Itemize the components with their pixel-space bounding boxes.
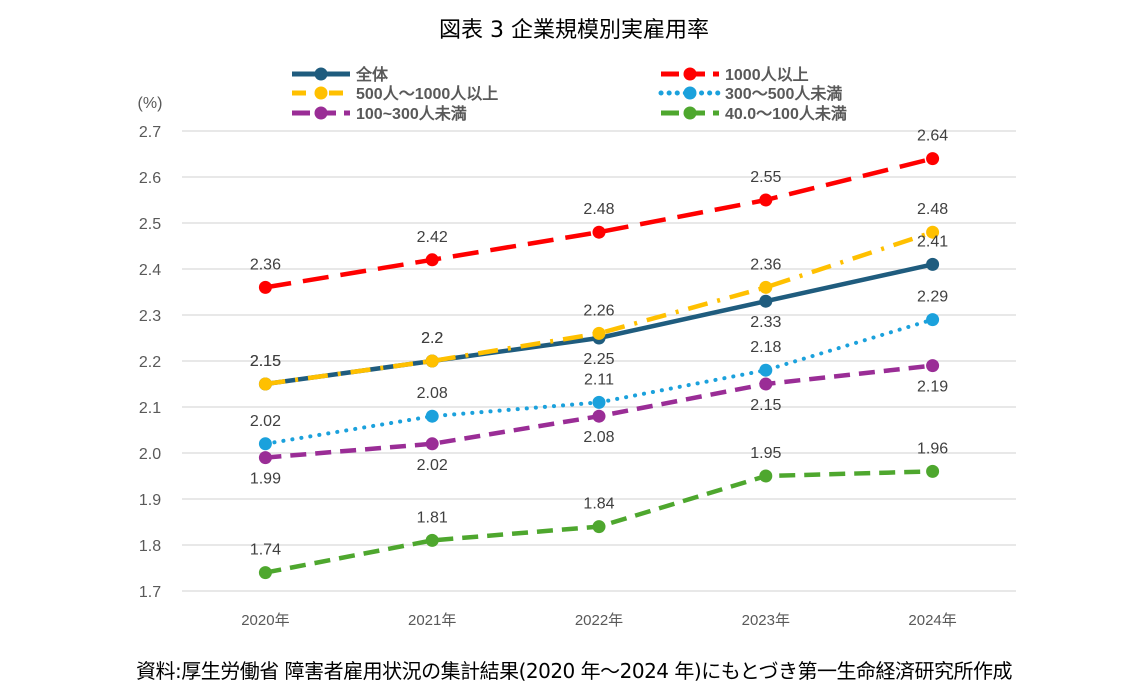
data-label: 2.48 — [583, 201, 614, 218]
data-label: 2.2 — [421, 330, 443, 347]
x-axis-ticks: 2020年 2021年 2022年 2023年 2024年 — [241, 612, 957, 629]
data-label: 2.15 — [250, 353, 281, 370]
data-label: 2.41 — [917, 233, 948, 250]
data-label: 2.29 — [917, 289, 948, 306]
data-point — [592, 395, 606, 409]
data-label: 2.11 — [584, 371, 614, 388]
legend-marker — [683, 86, 697, 100]
gridlines — [182, 130, 1016, 592]
data-label: 2.36 — [750, 256, 781, 273]
series-lines — [258, 152, 940, 580]
y-tick-label: 1.7 — [139, 584, 161, 601]
y-tick-label: 2.3 — [139, 308, 161, 325]
legend-marker — [314, 86, 328, 100]
legend-label: 100~300人未満 — [356, 104, 467, 123]
data-point — [258, 451, 272, 465]
data-point — [759, 377, 773, 391]
data-label: 1.74 — [250, 542, 281, 559]
data-point — [258, 377, 272, 391]
data-label: 2.48 — [917, 201, 948, 218]
legend-label: 500人～1000人以上 — [356, 85, 498, 103]
data-point — [592, 225, 606, 239]
y-tick-label: 2.2 — [139, 354, 161, 371]
legend-label: 300～500人未満 — [725, 84, 842, 103]
data-label: 2.18 — [750, 339, 781, 356]
series-line — [265, 230, 934, 387]
data-label: 2.42 — [417, 229, 448, 246]
x-tick-label: 2024年 — [908, 612, 956, 629]
y-tick-label: 2.5 — [139, 216, 161, 233]
data-point — [425, 533, 439, 547]
data-point — [926, 225, 940, 239]
x-tick-label: 2022年 — [575, 612, 623, 629]
data-label: 2.08 — [583, 429, 614, 446]
data-label: 2.25 — [583, 351, 614, 368]
data-point — [926, 359, 940, 373]
data-point — [759, 469, 773, 483]
legend-label: 全体 — [355, 65, 389, 84]
x-tick-label: 2023年 — [742, 612, 790, 629]
data-label: 2.15 — [250, 353, 281, 370]
x-tick-label: 2020年 — [241, 612, 289, 629]
y-axis-unit-label: (%) — [138, 95, 163, 112]
data-point — [425, 253, 439, 267]
source-note: 資料:厚生労働省 障害者雇用状況の集計結果(2020 年～2024 年)にもとづ… — [135, 659, 1013, 683]
data-label: 2.15 — [750, 397, 781, 414]
data-label: 2.36 — [250, 256, 281, 273]
data-point — [759, 280, 773, 294]
data-point — [425, 437, 439, 451]
legend-marker — [314, 106, 328, 120]
data-point — [425, 354, 439, 368]
data-label: 2.33 — [750, 314, 781, 331]
data-point — [926, 152, 940, 166]
data-label: 1.81 — [417, 509, 448, 526]
legend: 全体 1000人以上 500人～1000人以上 300～500人未満 100~300人未… — [292, 65, 847, 123]
legend-label: 1000人以上 — [725, 66, 809, 84]
y-tick-label: 2.1 — [139, 400, 161, 417]
data-label: 2.02 — [417, 457, 448, 474]
y-tick-label: 2.0 — [139, 446, 161, 463]
data-point — [926, 464, 940, 478]
y-tick-label: 1.8 — [139, 538, 161, 555]
data-point — [258, 566, 272, 580]
legend-marker — [683, 106, 697, 120]
legend-marker — [314, 67, 328, 81]
data-label: 1.96 — [917, 440, 948, 457]
data-point — [926, 313, 940, 327]
data-point — [258, 280, 272, 294]
y-tick-label: 2.7 — [139, 124, 161, 141]
chart-title: 図表 3 企業規模別実雇用率 — [439, 18, 709, 43]
data-label: 2.08 — [417, 385, 448, 402]
y-tick-label: 2.6 — [139, 170, 161, 187]
data-point — [425, 409, 439, 423]
data-label: 1.95 — [750, 445, 781, 462]
data-labels: 2.15 2.2 2.25 2.33 2.41 2.36 2.42 2.48 2.55 2.64 2… — [250, 128, 948, 559]
data-point — [759, 294, 773, 308]
data-point — [592, 326, 606, 340]
y-tick-label: 2.4 — [139, 262, 161, 279]
data-point — [592, 520, 606, 534]
data-label: 1.84 — [583, 496, 614, 513]
data-label: 2.26 — [583, 302, 614, 319]
data-point — [592, 409, 606, 423]
legend-label: 40.0～100人未満 — [725, 104, 847, 123]
legend-marker — [683, 67, 697, 81]
data-label: 2.19 — [917, 379, 948, 396]
data-label: 2.55 — [750, 169, 781, 186]
data-label: 2.2 — [421, 330, 443, 347]
data-label: 2.64 — [917, 128, 948, 145]
data-point — [926, 257, 940, 271]
data-point — [759, 193, 773, 207]
data-label: 2.02 — [250, 413, 281, 430]
data-label: 1.99 — [250, 471, 281, 488]
data-point — [759, 363, 773, 377]
y-axis-ticks: 1.7 1.8 1.9 2.0 2.1 2.2 2.3 2.4 2.5 2.6 2.7 — [139, 124, 161, 601]
y-tick-label: 1.9 — [139, 492, 161, 509]
data-point — [258, 437, 272, 451]
x-tick-label: 2021年 — [408, 612, 456, 629]
